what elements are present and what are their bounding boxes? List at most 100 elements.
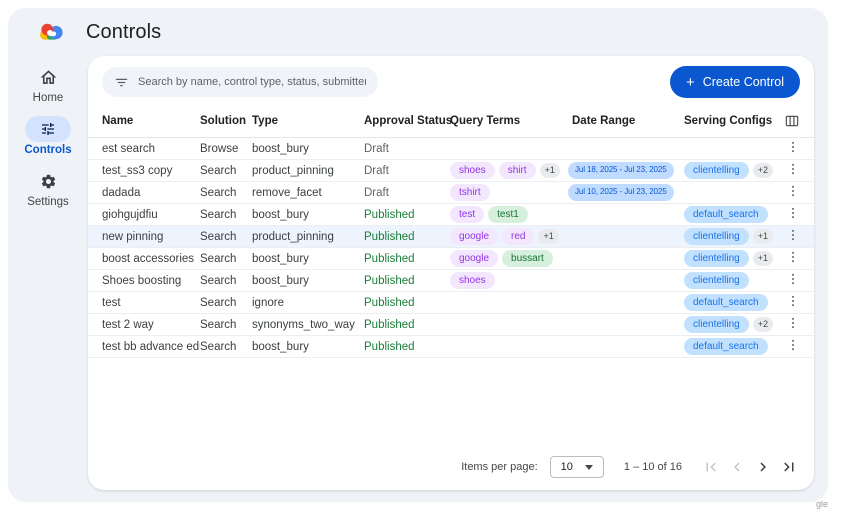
page-size-select[interactable]: 10 xyxy=(549,456,604,478)
table-row[interactable]: test bb advance editorSearch boost_bury Pu… xyxy=(88,336,814,358)
serving-extra-badge: +2 xyxy=(752,162,773,179)
cell-actions xyxy=(784,292,802,313)
row-menu-button[interactable] xyxy=(784,138,802,159)
row-menu-button[interactable] xyxy=(784,292,802,313)
cell-approval-status: Published xyxy=(364,274,415,287)
cell-approval-status: Published xyxy=(364,230,415,243)
more-vert-icon xyxy=(786,272,800,289)
settings-icon xyxy=(40,173,57,190)
cell-solution: Search xyxy=(200,296,237,309)
cell-solution: Browse xyxy=(200,142,239,155)
serving-extra-badge: +2 xyxy=(752,316,773,333)
sidebar-item-label: Home xyxy=(32,92,64,104)
date-range-chip: Jul 10, 2025 - Jul 23, 2025 xyxy=(568,184,674,201)
row-menu-button[interactable] xyxy=(784,314,802,335)
cell-name: boost accessories xyxy=(102,252,195,265)
page-size-value: 10 xyxy=(560,461,573,473)
cell-approval-status: Draft xyxy=(364,142,389,155)
more-vert-icon xyxy=(786,338,800,355)
tune-icon xyxy=(40,121,56,137)
cell-name: new pinning xyxy=(102,230,164,243)
row-menu-button[interactable] xyxy=(784,226,802,247)
col-header-serving-configs: Serving Configs xyxy=(684,114,773,127)
row-menu-button[interactable] xyxy=(784,270,802,291)
cell-actions xyxy=(784,182,802,203)
cell-actions xyxy=(784,138,802,159)
row-menu-button[interactable] xyxy=(784,336,802,357)
serving-config-chip: clientelling xyxy=(684,272,749,289)
first-page-button[interactable] xyxy=(700,456,722,478)
home-icon xyxy=(39,68,58,87)
serving-extra-badge: +1 xyxy=(752,250,773,267)
last-page-button[interactable] xyxy=(778,456,800,478)
serving-config-chip: clientelling xyxy=(684,162,749,179)
table-row[interactable]: test Search ignore Published default_search xyxy=(88,292,814,314)
last-page-icon xyxy=(780,458,798,476)
cell-serving-configs: default_search xyxy=(684,206,784,223)
col-header-name: Name xyxy=(102,114,134,127)
cell-query-terms: shoes xyxy=(450,272,572,289)
table-row[interactable]: est search Browse boost_bury Draft xyxy=(88,138,814,160)
table-row[interactable]: giohgujdfiu Search boost_bury Published test… xyxy=(88,204,814,226)
serving-config-chip: clientelling xyxy=(684,250,749,267)
cell-serving-configs: clientelling +1 xyxy=(684,228,784,245)
cell-solution: Search xyxy=(200,318,237,331)
more-vert-icon xyxy=(786,162,800,179)
table-row[interactable]: test 2 way Search synonyms_two_way Publishe… xyxy=(88,314,814,336)
cell-type: ignore xyxy=(252,296,284,309)
query-term-chip: shirt xyxy=(498,162,536,179)
cell-name: test xyxy=(102,296,121,309)
table-row[interactable]: boost accessories Search boost_bury Publish… xyxy=(88,248,814,270)
cell-solution: Search xyxy=(200,186,237,199)
sidebar-item-home[interactable]: Home xyxy=(25,64,71,104)
row-menu-button[interactable] xyxy=(784,182,802,203)
more-vert-icon xyxy=(786,250,800,267)
cell-serving-configs: clientelling +1 xyxy=(684,250,784,267)
table-toolbar: + Create Control xyxy=(88,56,814,104)
sidebar-item-controls[interactable]: Controls xyxy=(24,116,72,156)
query-term-chip: test1 xyxy=(488,206,528,223)
controls-table-card: + Create Control Name Solution Type Appr… xyxy=(88,56,814,490)
more-vert-icon xyxy=(786,206,800,223)
create-control-label: Create Control xyxy=(702,75,784,89)
col-header-type: Type xyxy=(252,114,278,127)
prev-page-button[interactable] xyxy=(726,456,748,478)
next-page-button[interactable] xyxy=(752,456,774,478)
sidebar-item-settings[interactable]: Settings xyxy=(25,168,71,208)
filter-icon xyxy=(114,75,129,90)
more-vert-icon xyxy=(786,228,800,245)
table-row[interactable]: dadada Search remove_facet Draft tshirt Jul 1… xyxy=(88,182,814,204)
query-extra-badge: +1 xyxy=(539,162,560,179)
cell-serving-configs: clientelling xyxy=(684,272,784,289)
table-row[interactable]: Shoes boosting Search boost_bury Published s… xyxy=(88,270,814,292)
row-menu-button[interactable] xyxy=(784,160,802,181)
cell-query-terms: tshirt xyxy=(450,184,572,201)
row-menu-button[interactable] xyxy=(784,204,802,225)
cell-name: giohgujdfiu xyxy=(102,208,158,221)
create-control-button[interactable]: + Create Control xyxy=(669,66,800,98)
app-header: Controls xyxy=(8,8,828,56)
cell-approval-status: Published xyxy=(364,252,415,265)
cell-solution: Search xyxy=(200,274,237,287)
table-row[interactable]: test_ss3 copy Search product_pinning Draft s… xyxy=(88,160,814,182)
more-vert-icon xyxy=(786,316,800,333)
more-vert-icon xyxy=(786,140,800,157)
cell-type: synonyms_two_way xyxy=(252,318,355,331)
cell-approval-status: Published xyxy=(364,208,415,221)
cell-type: boost_bury xyxy=(252,340,309,353)
cell-query-terms: test test1 xyxy=(450,206,572,223)
table-row[interactable]: new pinning Search product_pinning Publishe… xyxy=(88,226,814,248)
cell-serving-configs: clientelling +2 xyxy=(684,162,784,179)
sidebar-item-label: Settings xyxy=(27,196,69,208)
cell-type: boost_bury xyxy=(252,274,309,287)
row-menu-button[interactable] xyxy=(784,248,802,269)
cell-query-terms: shoes shirt +1 xyxy=(450,162,572,179)
date-range-chip: Jul 18, 2025 - Jul 23, 2025 xyxy=(568,162,674,179)
search-bar[interactable] xyxy=(102,67,378,97)
serving-config-chip: default_search xyxy=(684,338,768,355)
cell-approval-status: Published xyxy=(364,318,415,331)
search-input[interactable] xyxy=(138,76,366,88)
cell-actions xyxy=(784,226,802,247)
columns-icon[interactable] xyxy=(784,113,800,129)
serving-config-chip: default_search xyxy=(684,294,768,311)
